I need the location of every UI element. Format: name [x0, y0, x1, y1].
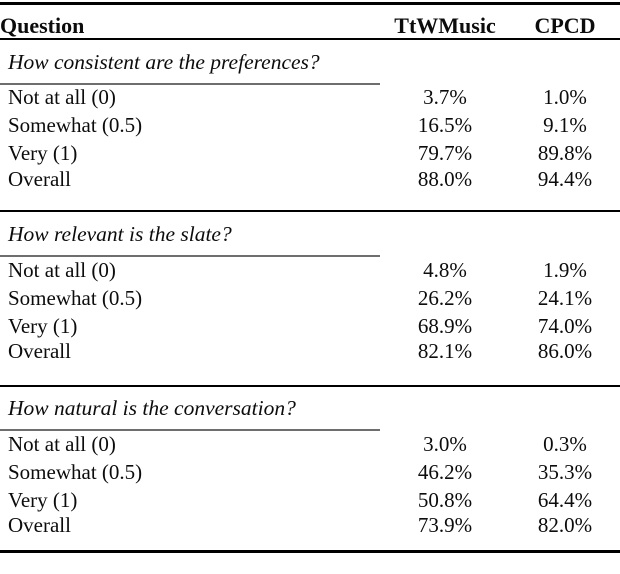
ttwmusic-value: 50.8%	[417, 487, 473, 512]
section-heading-row: How relevant is the slate?	[0, 210, 620, 257]
row-label: Somewhat (0.5)	[8, 459, 143, 484]
table-row: Somewhat (0.5) 26.2% 24.1%	[0, 284, 620, 312]
section-heading: How relevant is the slate?	[0, 210, 380, 257]
ttwmusic-value: 68.9%	[417, 313, 473, 338]
section-naturalness: How natural is the conversation? Not at …	[0, 385, 620, 552]
header-row: Question TtWMusic CPCD	[0, 4, 620, 39]
row-label: Somewhat (0.5)	[8, 113, 143, 138]
row-label: Not at all (0)	[8, 85, 116, 110]
cpcd-value: 64.4%	[537, 487, 593, 512]
row-label: Not at all (0)	[8, 431, 116, 456]
cpcd-value: 1.0%	[543, 85, 587, 110]
table-header: Question TtWMusic CPCD	[0, 4, 620, 39]
cpcd-value: 89.8%	[537, 141, 593, 166]
row-label: Very (1)	[8, 487, 78, 512]
ttwmusic-value: 88.0%	[417, 166, 473, 191]
ttwmusic-value: 3.7%	[423, 85, 467, 110]
table-row: Somewhat (0.5) 46.2% 35.3%	[0, 458, 620, 486]
column-header-ttwmusic: TtWMusic	[394, 13, 496, 39]
ttwmusic-value: 73.9%	[417, 512, 473, 537]
section-consistency: How consistent are the preferences? Not …	[0, 38, 620, 211]
ttwmusic-value: 26.2%	[417, 285, 473, 310]
row-label: Very (1)	[8, 313, 78, 338]
cpcd-value: 9.1%	[543, 113, 587, 138]
section-relevance: How relevant is the slate? Not at all (0…	[0, 210, 620, 386]
section-heading-row: How consistent are the preferences?	[0, 38, 620, 85]
cpcd-value: 1.9%	[543, 257, 587, 282]
table-row: Not at all (0) 3.0% 0.3%	[0, 430, 620, 458]
table-row: Very (1) 79.7% 89.8%	[0, 140, 620, 168]
cpcd-value: 86.0%	[537, 338, 593, 363]
row-label: Overall	[8, 338, 71, 363]
table-row: Very (1) 50.8% 64.4%	[0, 486, 620, 514]
cpcd-value: 74.0%	[537, 313, 593, 338]
section-heading-row: How natural is the conversation?	[0, 385, 620, 431]
ttwmusic-value: 82.1%	[417, 338, 473, 363]
ttwmusic-value: 3.0%	[423, 431, 467, 456]
table-row: Not at all (0) 4.8% 1.9%	[0, 256, 620, 284]
column-header-cpcd: CPCD	[534, 13, 596, 39]
cpcd-value: 35.3%	[537, 459, 593, 484]
cpcd-value: 24.1%	[537, 285, 593, 310]
row-label: Not at all (0)	[8, 257, 116, 282]
row-label: Overall	[8, 166, 71, 191]
table-row: Very (1) 68.9% 74.0%	[0, 312, 620, 340]
results-table: Question TtWMusic CPCD How consistent ar…	[0, 2, 620, 553]
row-label: Overall	[8, 512, 71, 537]
ttwmusic-value: 4.8%	[423, 257, 467, 282]
ttwmusic-value: 16.5%	[417, 113, 473, 138]
table-row: Overall 73.9% 82.0%	[0, 514, 620, 552]
table-row: Somewhat (0.5) 16.5% 9.1%	[0, 112, 620, 140]
row-label: Somewhat (0.5)	[8, 285, 143, 310]
ttwmusic-value: 46.2%	[417, 459, 473, 484]
section-heading: How natural is the conversation?	[0, 385, 380, 431]
table-row: Overall 82.1% 86.0%	[0, 340, 620, 386]
cpcd-value: 94.4%	[537, 166, 593, 191]
cpcd-value: 0.3%	[543, 431, 587, 456]
section-heading: How consistent are the preferences?	[0, 38, 380, 85]
table-row: Not at all (0) 3.7% 1.0%	[0, 84, 620, 112]
cpcd-value: 82.0%	[537, 512, 593, 537]
table-row: Overall 88.0% 94.4%	[0, 166, 620, 211]
ttwmusic-value: 79.7%	[417, 141, 473, 166]
row-label: Very (1)	[8, 141, 78, 166]
column-header-question: Question	[0, 13, 85, 39]
